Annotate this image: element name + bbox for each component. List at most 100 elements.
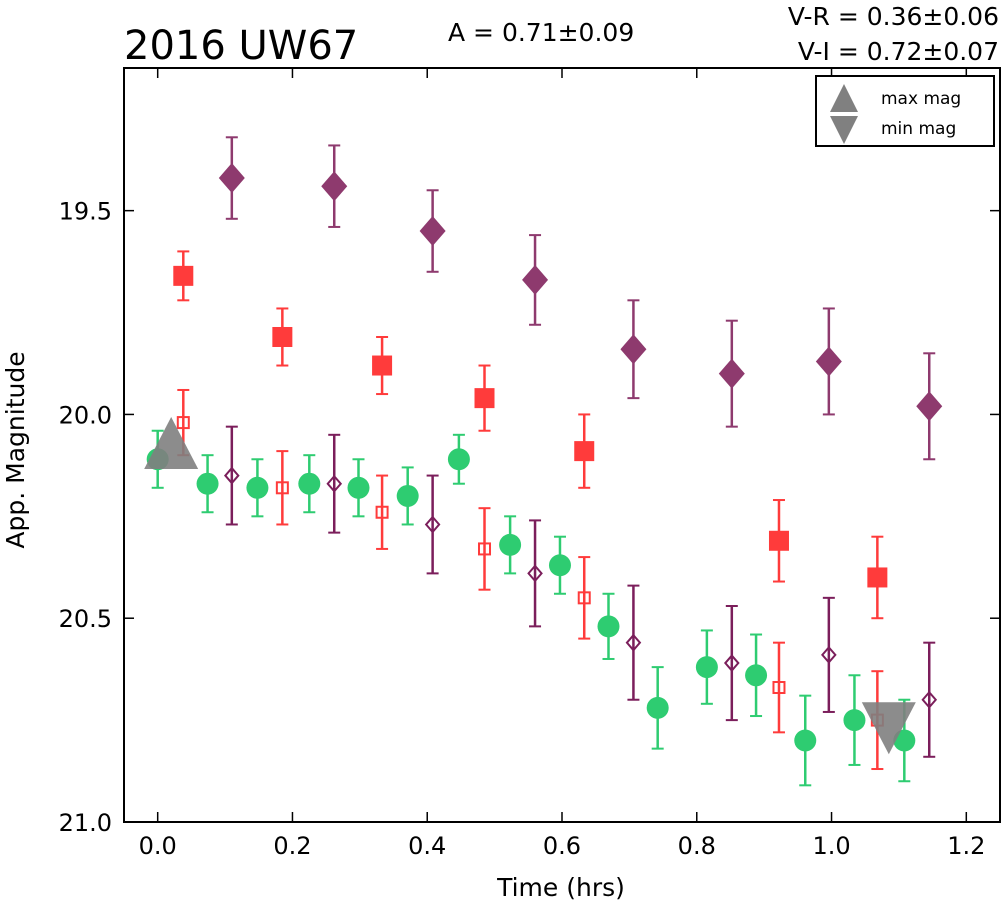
circle-marker bbox=[695, 656, 718, 679]
circle-marker bbox=[347, 476, 370, 499]
diamond-marker bbox=[821, 645, 837, 664]
diamond-marker bbox=[620, 334, 647, 365]
x-tick-label: 0.2 bbox=[273, 832, 311, 860]
data-point bbox=[815, 307, 842, 416]
legend-min-label: min mag bbox=[881, 119, 956, 139]
diamond-marker bbox=[223, 466, 240, 485]
data-point bbox=[527, 519, 543, 628]
square-marker bbox=[272, 326, 293, 347]
data-point bbox=[577, 556, 591, 640]
data-point bbox=[499, 515, 522, 575]
data-point bbox=[218, 136, 245, 220]
data-point bbox=[597, 592, 620, 660]
square-marker bbox=[478, 542, 492, 556]
y-tick-label: 20.0 bbox=[59, 401, 112, 429]
data-point bbox=[246, 458, 269, 518]
square-marker bbox=[375, 505, 389, 519]
legend-max-marker bbox=[830, 84, 858, 112]
max-mag-marker bbox=[144, 416, 199, 469]
data-point bbox=[620, 299, 647, 400]
y-tick-label: 21.0 bbox=[59, 809, 112, 837]
data-point bbox=[474, 364, 495, 432]
data-point bbox=[548, 535, 571, 595]
data-point bbox=[196, 454, 219, 514]
chart-title: 2016 UW67 bbox=[124, 23, 358, 69]
data-point bbox=[447, 433, 470, 485]
data-point bbox=[574, 413, 595, 489]
data-point bbox=[223, 425, 240, 526]
y-tick-label: 19.5 bbox=[59, 198, 112, 226]
square-marker bbox=[275, 481, 289, 495]
extrema-markers bbox=[144, 416, 916, 755]
v-i-annotation: V-I = 0.72±0.07 bbox=[798, 37, 999, 66]
legend-max-label: max mag bbox=[881, 89, 961, 109]
circle-marker bbox=[548, 554, 571, 577]
square-marker bbox=[574, 441, 595, 462]
x-tick-label: 0.6 bbox=[543, 832, 581, 860]
data-point bbox=[375, 474, 389, 550]
data-point bbox=[768, 499, 789, 583]
data-point bbox=[921, 641, 938, 758]
circle-marker bbox=[396, 484, 419, 507]
data-point bbox=[695, 629, 718, 705]
x-tick-label: 0.0 bbox=[139, 832, 177, 860]
data-point bbox=[424, 474, 441, 575]
diamond-marker bbox=[916, 391, 943, 422]
y-axis-label: App. Magnitude bbox=[1, 351, 30, 548]
data-point bbox=[522, 234, 549, 326]
circle-marker bbox=[447, 448, 470, 471]
diamond-marker bbox=[218, 163, 245, 194]
diamond-marker bbox=[625, 633, 642, 652]
legend: max mag min mag bbox=[815, 75, 995, 147]
square-marker bbox=[474, 388, 495, 409]
square-marker bbox=[577, 591, 591, 605]
diamond-marker bbox=[718, 358, 745, 389]
data-point bbox=[396, 466, 419, 526]
circle-marker bbox=[843, 709, 866, 732]
data-point bbox=[478, 507, 492, 591]
circle-marker bbox=[745, 664, 768, 687]
y-tick-label: 20.5 bbox=[59, 605, 112, 633]
data-point bbox=[275, 450, 289, 526]
data-points bbox=[146, 136, 943, 787]
x-tick-label: 1.0 bbox=[812, 832, 850, 860]
data-point bbox=[272, 307, 293, 367]
diamond-marker bbox=[321, 171, 348, 202]
x-tick-label: 1.2 bbox=[947, 832, 985, 860]
square-marker bbox=[768, 530, 789, 551]
data-point bbox=[843, 674, 866, 766]
data-point bbox=[326, 433, 343, 534]
square-marker bbox=[772, 681, 786, 695]
data-point bbox=[745, 633, 768, 718]
data-point bbox=[321, 144, 348, 228]
data-point bbox=[794, 694, 817, 787]
diamond-marker bbox=[723, 654, 740, 673]
data-point bbox=[173, 250, 194, 302]
data-point bbox=[867, 535, 888, 620]
data-point bbox=[821, 596, 837, 713]
data-point bbox=[646, 666, 669, 750]
circle-marker bbox=[597, 615, 620, 638]
diamond-marker bbox=[522, 264, 549, 295]
diamond-marker bbox=[424, 515, 441, 534]
circle-marker bbox=[646, 696, 669, 719]
min-mag-marker bbox=[861, 702, 916, 755]
diamond-marker bbox=[419, 216, 446, 247]
circle-marker bbox=[499, 533, 522, 556]
x-tick-label: 0.8 bbox=[678, 832, 716, 860]
square-marker bbox=[372, 355, 393, 376]
data-point bbox=[916, 352, 943, 461]
legend-min-marker bbox=[830, 116, 858, 144]
data-point bbox=[298, 454, 321, 514]
x-axis-label: Time (hrs) bbox=[496, 873, 625, 902]
diamond-marker bbox=[921, 690, 938, 709]
diamond-marker bbox=[815, 346, 842, 377]
data-point bbox=[723, 604, 740, 722]
axis-ticks: 0.0 0.2 0.4 0.6 0.8 1.0 1.2 19.5 20.0 20.5 21.0 bbox=[59, 68, 1000, 860]
square-marker bbox=[867, 567, 888, 588]
amplitude-annotation: A = 0.71±0.09 bbox=[448, 18, 634, 47]
data-point bbox=[372, 335, 393, 396]
circle-marker bbox=[196, 472, 219, 495]
diamond-marker bbox=[527, 564, 543, 583]
